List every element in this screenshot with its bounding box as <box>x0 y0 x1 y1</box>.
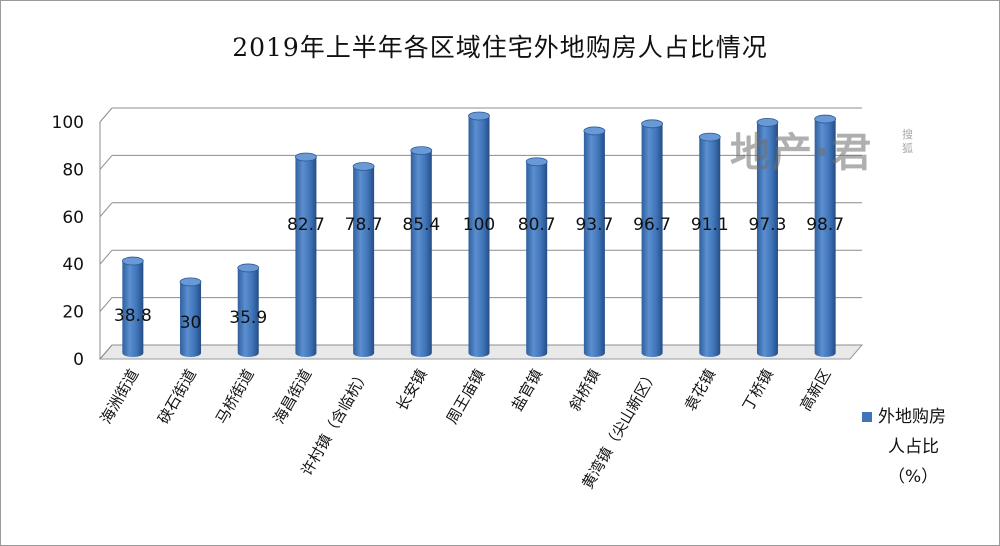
x-tick-label: 丁桥镇 <box>739 366 777 414</box>
grid-diagonal <box>99 249 113 265</box>
bar-cap <box>410 146 433 156</box>
bar <box>468 111 490 357</box>
bar-cap <box>525 157 548 167</box>
legend-line-1: 外地购房 <box>862 402 992 432</box>
bar-body <box>641 123 663 357</box>
bar-body <box>583 130 605 357</box>
bar <box>179 277 202 357</box>
data-label: 38.8 <box>114 306 152 326</box>
bar-cap <box>583 126 606 136</box>
data-label: 98.7 <box>806 215 844 235</box>
bar-cap <box>352 162 375 171</box>
bar-cap <box>756 117 779 127</box>
x-tick-label: 马桥街道 <box>212 366 258 427</box>
bar-cap <box>641 119 663 129</box>
data-label: 85.4 <box>402 215 440 235</box>
watermark-sub: 搜狐 <box>902 128 913 155</box>
x-tick-label: 高新区 <box>797 366 835 414</box>
bar-cap <box>237 263 260 273</box>
bar <box>756 117 779 357</box>
bar-body <box>122 261 144 357</box>
bar <box>295 152 317 357</box>
data-label: 80.7 <box>518 215 556 235</box>
chart-title: 2019年上半年各区域住宅外地购房人占比情况 <box>232 33 768 62</box>
legend-line-2: 人占比 <box>888 437 939 457</box>
x-tick-label: 斜桥镇 <box>566 366 604 414</box>
x-tick-label: 盐官镇 <box>508 366 546 414</box>
bar <box>814 114 837 358</box>
bar <box>698 132 721 357</box>
x-tick-label: 袁花镇 <box>681 366 719 414</box>
bar-cap <box>179 277 202 287</box>
bar-body <box>237 267 259 357</box>
bar-body <box>756 122 778 357</box>
bar <box>121 256 144 357</box>
legend-swatch <box>862 412 872 422</box>
data-label: 96.7 <box>633 215 671 235</box>
bar-body <box>468 116 490 357</box>
grid-diagonal <box>99 202 113 218</box>
bar-cap <box>814 114 837 124</box>
bar-cap <box>121 256 144 266</box>
data-label: 91.1 <box>691 215 729 235</box>
bar-cap <box>468 111 490 121</box>
bar-body <box>180 281 202 357</box>
bar-body <box>526 161 548 357</box>
grid-diagonal <box>99 155 113 170</box>
x-tick-label: 长安镇 <box>393 366 431 414</box>
bar-body <box>699 137 721 357</box>
bar-cap <box>295 152 317 162</box>
grid-diagonal <box>99 297 113 312</box>
bar <box>410 146 433 357</box>
data-label: 97.3 <box>749 215 787 235</box>
bar <box>352 162 375 357</box>
y-tick-label: 60 <box>62 208 84 228</box>
bar-cap <box>698 132 721 142</box>
grid-diagonal <box>99 107 113 123</box>
bar <box>583 126 606 357</box>
data-label: 30 <box>180 313 202 333</box>
legend-label-1: 外地购房 <box>878 407 946 427</box>
y-tick-label: 20 <box>62 303 84 323</box>
bar <box>237 263 260 357</box>
grid-diagonal <box>99 344 113 360</box>
x-tick-label: 周王庙镇 <box>443 366 489 427</box>
legend-line-3: （%） <box>888 467 939 487</box>
y-tick-label: 80 <box>62 160 84 180</box>
x-tick-label: 海洲街道 <box>97 366 143 427</box>
data-label: 78.7 <box>345 215 383 235</box>
bar <box>641 119 663 357</box>
x-tick-label: 硖石街道 <box>154 366 200 427</box>
y-tick-label: 40 <box>62 255 84 275</box>
bar-body <box>295 157 317 357</box>
x-tick-label: 海昌街道 <box>270 366 316 427</box>
data-label: 93.7 <box>575 215 613 235</box>
y-tick-label: 100 <box>52 113 84 133</box>
data-label: 82.7 <box>287 215 325 235</box>
watermark-logo: 地产·君 <box>730 130 874 176</box>
bar-body <box>353 166 375 357</box>
data-label: 35.9 <box>229 308 267 328</box>
data-label: 100 <box>463 215 495 235</box>
bar-body <box>814 119 836 358</box>
bar <box>525 157 548 357</box>
y-tick-label: 0 <box>73 350 84 370</box>
bar-body <box>410 150 432 357</box>
legend: 外地购房 人占比 （%） <box>862 402 992 492</box>
